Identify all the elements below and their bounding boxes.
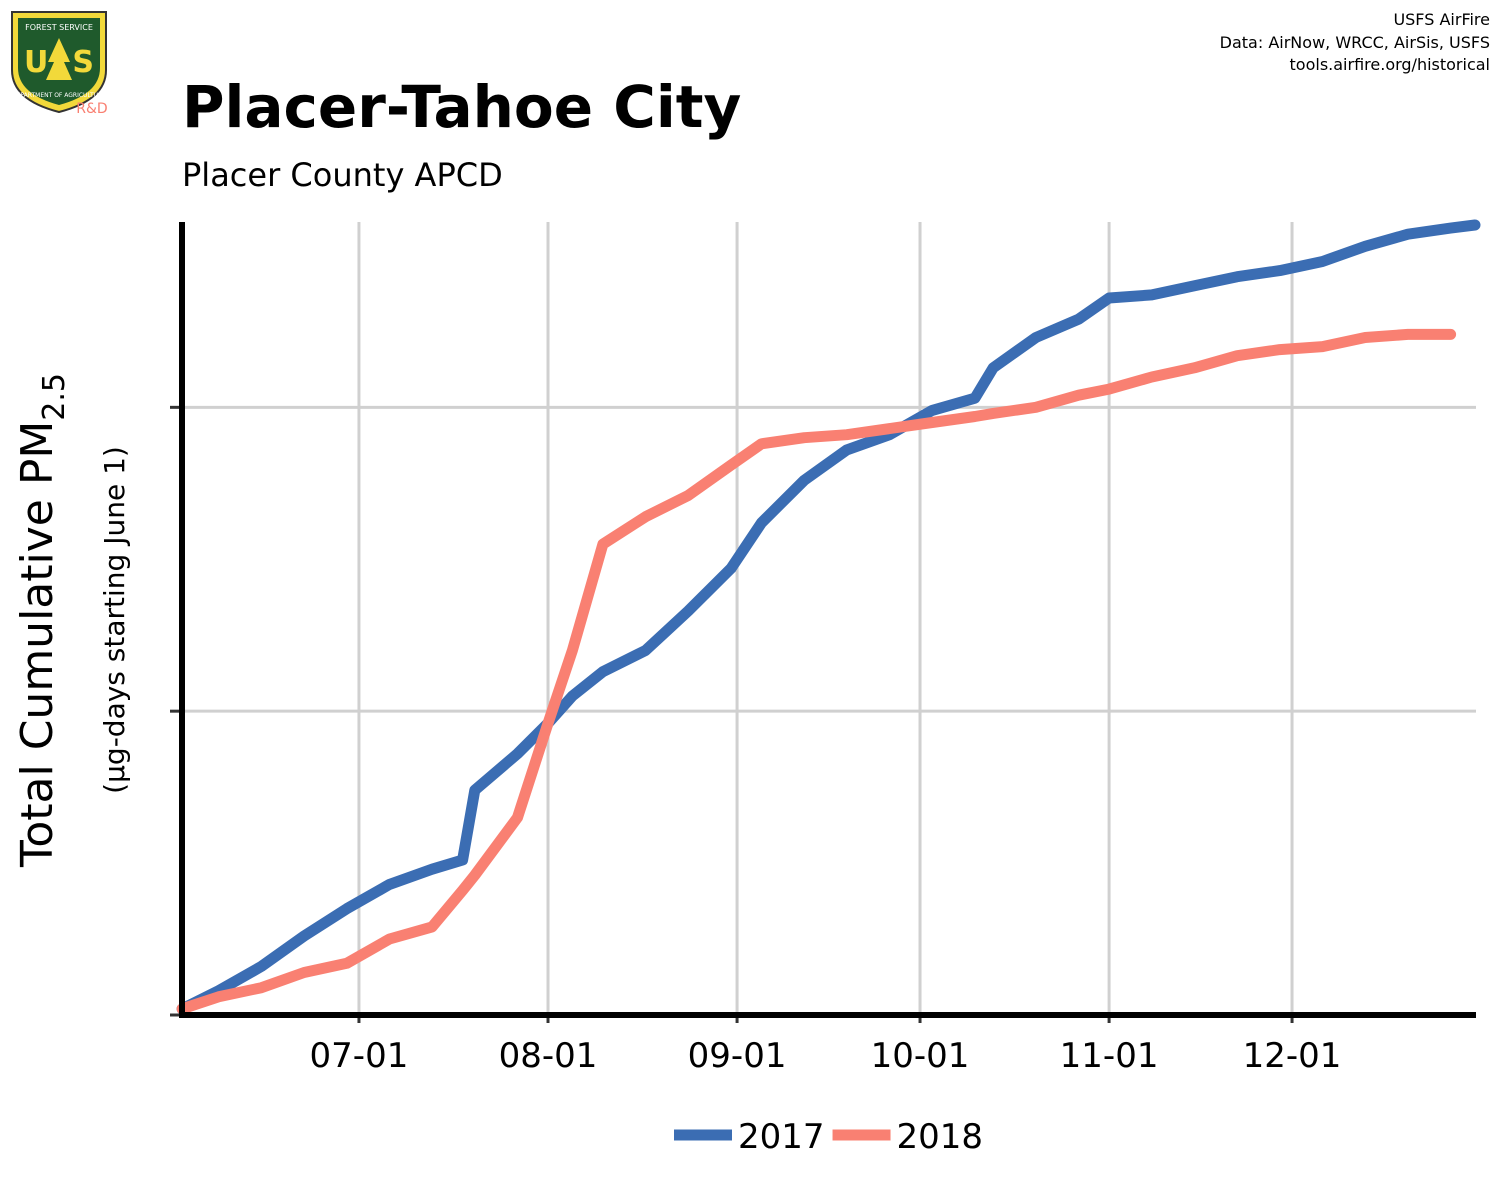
legend: 2017 2018 [674, 1117, 983, 1157]
logo-letters: U S [24, 45, 94, 80]
credit: USFS AirFire [1393, 10, 1490, 29]
series-line [176, 328, 1457, 1015]
y-axis-title: Total Cumulative PM2.5 [12, 373, 72, 868]
y-axis-note: (µg-days starting June 1) [98, 446, 131, 794]
logo-tree [46, 38, 72, 80]
axes: 07-01 08-01 09-01 10-01 11-01 12-01 [170, 222, 1476, 1076]
series-line [176, 219, 1481, 1015]
x-tick-label: 08-01 [499, 1036, 598, 1076]
logo-top: FOREST SERVICE [25, 23, 93, 32]
credit: tools.airfire.org/historical [1290, 55, 1490, 74]
x-tick-label: 09-01 [688, 1036, 787, 1076]
x-tick-label: 12-01 [1243, 1036, 1342, 1076]
chart-subtitle: Placer County APCD [182, 156, 503, 194]
credit: Data: AirNow, WRCC, AirSis, USFS [1220, 33, 1490, 52]
logo-bottom: DEPARTMENT OF AGRICULTURE [12, 92, 106, 99]
y-axis-title-text: Total Cumulative PM [12, 421, 63, 868]
x-tick-label: 07-01 [310, 1036, 409, 1076]
chart-title: Placer-Tahoe City [182, 73, 741, 141]
x-tick-label: 10-01 [871, 1036, 970, 1076]
legend-label: 2017 [738, 1117, 825, 1157]
lines [176, 219, 1481, 1015]
logo: FOREST SERVICE U S DEPARTMENT OF AGRICUL… [11, 11, 108, 117]
logo-badge: R&D [76, 101, 107, 117]
legend-label: 2018 [897, 1117, 984, 1157]
y-axis-title-subscript: 2.5 [37, 373, 72, 421]
x-tick-label: 11-01 [1060, 1036, 1159, 1076]
